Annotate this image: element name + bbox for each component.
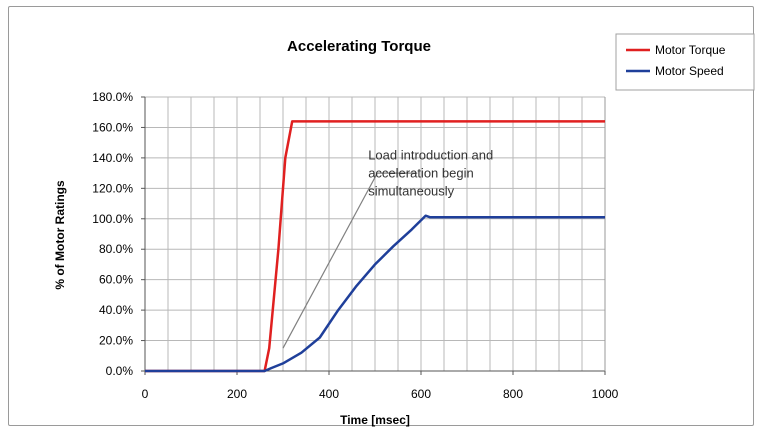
y-tick-label: 100.0% bbox=[92, 212, 133, 226]
series-lines bbox=[145, 120, 605, 373]
legend-label: Motor Torque bbox=[655, 43, 726, 57]
series-line-motor-speed bbox=[145, 214, 605, 373]
x-tick-label: 0 bbox=[142, 387, 149, 401]
legend-box bbox=[615, 33, 755, 91]
y-tick-label: 80.0% bbox=[99, 242, 133, 256]
annotation-text-line: simultaneously bbox=[368, 184, 454, 199]
y-tick-label: 120.0% bbox=[92, 181, 133, 195]
legend: Motor Torque Motor Speed bbox=[615, 33, 755, 91]
grid bbox=[145, 96, 605, 371]
annotation-text-line: acceleration begin bbox=[368, 166, 474, 181]
x-tick-label: 600 bbox=[411, 387, 431, 401]
x-tick-label: 200 bbox=[227, 387, 247, 401]
x-tick-label: 800 bbox=[503, 387, 523, 401]
y-tick-label: 20.0% bbox=[99, 334, 133, 348]
annotation-leader-line bbox=[282, 172, 378, 349]
legend-items: Motor Torque Motor Speed bbox=[626, 43, 726, 78]
x-tick-label: 1000 bbox=[592, 387, 619, 401]
y-axis-label: % of Motor Ratings bbox=[53, 180, 67, 290]
y-tick-label: 0.0% bbox=[106, 364, 134, 378]
y-tick-label: 180.0% bbox=[92, 90, 133, 104]
tick-labels: 0.0% 20.0% 40.0% 60.0% 80.0% 100.0% 120.0% 140.… bbox=[92, 90, 618, 401]
annotations: Load introduction and acceleration begin s… bbox=[282, 148, 493, 349]
legend-label: Motor Speed bbox=[655, 64, 724, 78]
x-axis-label: Time [msec] bbox=[340, 413, 410, 427]
x-tick-label: 400 bbox=[319, 387, 339, 401]
chart-title: Accelerating Torque bbox=[287, 38, 431, 55]
annotation-text-line: Load introduction and bbox=[368, 148, 493, 163]
series-line-motor-torque bbox=[145, 120, 605, 373]
y-tick-label: 60.0% bbox=[99, 273, 133, 287]
y-tick-label: 160.0% bbox=[92, 120, 133, 134]
y-tick-label: 140.0% bbox=[92, 151, 133, 165]
y-tick-label: 40.0% bbox=[99, 303, 133, 317]
